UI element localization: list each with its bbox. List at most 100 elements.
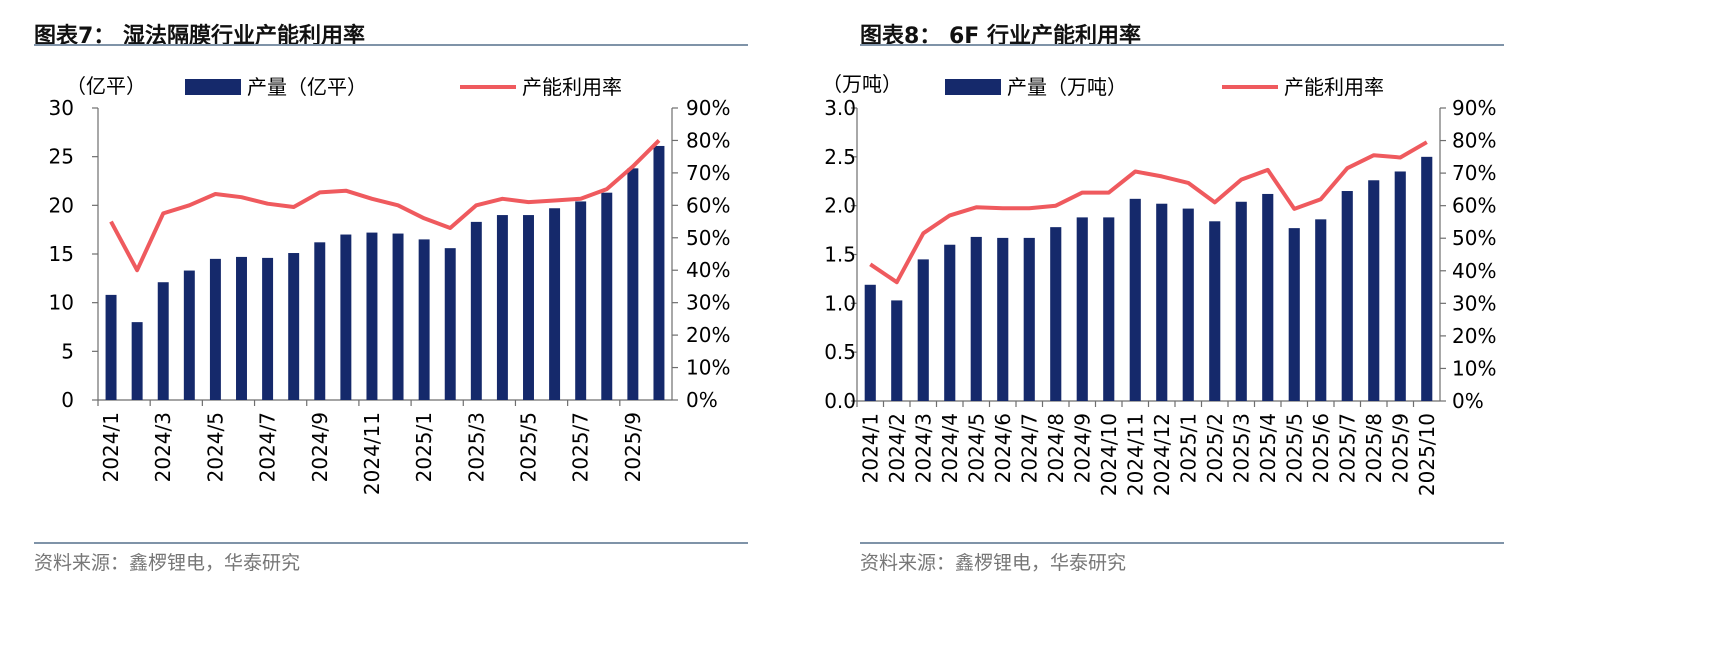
legend-bar-swatch (945, 79, 1001, 95)
x-tick-label: 2025/9 (621, 412, 645, 482)
right-tick-label: 90% (686, 96, 730, 120)
x-tick-label: 2025/7 (569, 412, 593, 482)
title-divider (860, 44, 1504, 46)
bar-2024/4 (944, 244, 956, 401)
left-tick-label: 0.0 (824, 389, 856, 413)
left-tick-label: 2.0 (824, 194, 856, 218)
x-tick-label: 2024/9 (308, 412, 332, 482)
left-tick-label: 0.5 (824, 340, 856, 364)
left-tick-label: 1.0 (824, 291, 856, 315)
bar-2025/8 (1368, 180, 1380, 401)
right-tick-label: 50% (1452, 226, 1496, 250)
x-tick-label: 2024/9 (1070, 413, 1094, 483)
bar-2024/10 (1103, 217, 1115, 401)
bar-2024/11 (366, 232, 378, 400)
x-tick-label: 2024/7 (1017, 413, 1041, 483)
bar-2024/8 (288, 253, 300, 400)
right-tick-label: 0% (686, 388, 718, 412)
x-tick-label: 2025/1 (412, 412, 436, 482)
chart-svg-right: （万吨） 产量（万吨） 产能利用率 0.0 0.5 1.0 1.5 2.0 2.5 3.0 0% 10… (822, 72, 1496, 496)
x-tick-label: 2025/5 (1282, 413, 1306, 483)
bar-2025/5 (523, 215, 534, 400)
bar-2025/3 (470, 221, 482, 400)
bar-2024/2 (891, 300, 903, 401)
bar-2025/4 (496, 215, 508, 400)
bar-2025/9 (627, 168, 639, 400)
source-note: 资料来源：鑫椤锂电，华泰研究 (34, 552, 301, 574)
right-tick-label: 60% (686, 193, 730, 217)
legend-bar-label: 产量（万吨） (1007, 75, 1127, 99)
bar-2024/9 (314, 242, 326, 400)
x-tick-label: 2024/11 (360, 412, 384, 495)
bar-2024/9 (1076, 217, 1088, 401)
y-axis-unit: （万吨） (822, 72, 902, 96)
right-tick-label: 30% (686, 291, 730, 315)
right-tick-label: 50% (686, 226, 730, 250)
left-tick-label: 1.5 (824, 243, 856, 267)
legend-bar-swatch (185, 79, 241, 95)
x-tick-label: 2024/3 (151, 412, 175, 482)
bar-2024/6 (236, 256, 247, 400)
right-tick-label: 90% (1452, 96, 1496, 120)
bar-2025/3 (1235, 201, 1247, 401)
right-tick-label: 70% (1452, 161, 1496, 185)
x-tick-label: 2024/10 (1097, 413, 1121, 496)
right-tick-label: 20% (686, 323, 730, 347)
source-divider (34, 542, 748, 544)
bar-2024/6 (997, 237, 1009, 401)
bar-2024/11 (1129, 198, 1141, 401)
right-tick-label: 40% (686, 258, 730, 282)
legend-line-label: 产能利用率 (522, 75, 622, 99)
x-tick-label: 2024/8 (1044, 413, 1068, 483)
x-tick-label: 2024/7 (256, 412, 280, 482)
x-tick-label: 2025/1 (1176, 413, 1200, 483)
bar-2024/7 (262, 257, 274, 400)
bar-2025/2 (1209, 221, 1221, 401)
x-tick-label: 2024/1 (858, 413, 882, 483)
x-tick-label: 2024/5 (203, 412, 227, 482)
bar-2025/5 (1288, 228, 1300, 401)
x-tick-label: 2024/2 (885, 413, 909, 483)
left-tick-label: 20 (49, 193, 74, 217)
left-tick-label: 15 (49, 242, 74, 266)
bar-2024/5 (970, 236, 982, 401)
bar-2024/3 (157, 282, 169, 400)
bar-2025/6 (549, 208, 561, 400)
x-tick-label: 2024/1 (99, 412, 123, 482)
left-tick-label: 10 (49, 291, 74, 315)
x-tick-label: 2024/4 (938, 413, 962, 483)
right-tick-label: 80% (686, 128, 730, 152)
bar-2025/2 (444, 248, 456, 400)
x-tick-label: 2025/7 (1335, 413, 1359, 483)
x-tick-label: 2024/12 (1150, 413, 1174, 496)
utilization-line (109, 138, 661, 273)
x-tick-label: 2025/5 (517, 412, 541, 482)
right-tick-label: 20% (1452, 324, 1496, 348)
bar-2024/1 (864, 284, 876, 401)
x-tick-label: 2024/11 (1123, 413, 1147, 496)
right-tick-label: 0% (1452, 389, 1484, 413)
x-tick-label: 2025/3 (1229, 413, 1253, 483)
chart-panel-left: 图表7： 湿法隔膜行业产能利用率 （亿平） 产量（亿平） 产能利用率 0 5 10 15 20… (0, 0, 860, 658)
legend-line-label: 产能利用率 (1284, 75, 1384, 99)
bar-2024/2 (131, 322, 143, 400)
left-tick-label: 3.0 (824, 96, 856, 120)
bar-2024/4 (183, 270, 195, 400)
bar-2025/8 (601, 192, 613, 400)
left-tick-label: 30 (49, 96, 74, 120)
bar-2025/1 (1182, 208, 1194, 401)
x-tick-label: 2025/9 (1388, 413, 1412, 483)
right-tick-label: 30% (1452, 291, 1496, 315)
right-tick-label: 60% (1452, 194, 1496, 218)
x-tick-label: 2025/4 (1256, 413, 1280, 483)
left-tick-label: 25 (49, 145, 74, 169)
bar-2024/7 (1023, 237, 1035, 401)
x-tick-label: 2025/6 (1309, 413, 1333, 483)
bar-2024/10 (340, 234, 352, 400)
x-tick-label: 2025/10 (1415, 413, 1439, 496)
x-tick-label: 2024/3 (911, 413, 935, 483)
bar-2025/7 (1341, 191, 1353, 401)
right-tick-label: 10% (686, 356, 730, 380)
right-tick-label: 10% (1452, 356, 1496, 380)
x-tick-label: 2024/5 (964, 413, 988, 483)
